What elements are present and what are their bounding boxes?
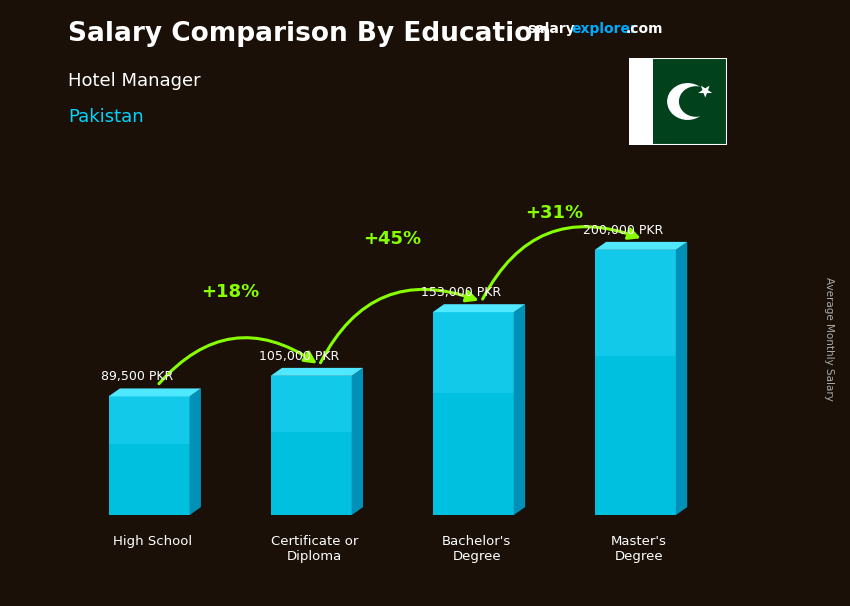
Polygon shape: [595, 250, 676, 356]
Polygon shape: [433, 312, 513, 515]
Bar: [629, 58, 654, 145]
Polygon shape: [676, 242, 687, 515]
Polygon shape: [109, 396, 190, 515]
Polygon shape: [352, 368, 363, 515]
Polygon shape: [595, 250, 676, 515]
Text: Master's
Degree: Master's Degree: [611, 535, 666, 563]
Text: +45%: +45%: [363, 230, 422, 248]
Text: salary: salary: [527, 22, 575, 36]
Text: High School: High School: [113, 535, 192, 548]
Polygon shape: [270, 376, 352, 431]
Polygon shape: [513, 304, 525, 515]
Text: .com: .com: [626, 22, 663, 36]
Text: explorer: explorer: [571, 22, 638, 36]
Polygon shape: [433, 304, 525, 312]
Circle shape: [667, 83, 708, 120]
Text: +18%: +18%: [201, 283, 259, 301]
Polygon shape: [270, 368, 363, 376]
Text: 105,000 PKR: 105,000 PKR: [259, 350, 339, 362]
Text: +31%: +31%: [525, 204, 583, 222]
Text: 89,500 PKR: 89,500 PKR: [101, 370, 173, 383]
Polygon shape: [270, 376, 352, 515]
Text: 200,000 PKR: 200,000 PKR: [583, 224, 663, 236]
Polygon shape: [698, 85, 712, 98]
Text: Average Monthly Salary: Average Monthly Salary: [824, 278, 834, 401]
Bar: [654, 58, 727, 145]
Text: Salary Comparison By Education: Salary Comparison By Education: [68, 21, 551, 47]
Polygon shape: [109, 388, 201, 396]
Polygon shape: [433, 312, 513, 393]
Polygon shape: [109, 396, 190, 444]
Polygon shape: [190, 388, 201, 515]
Polygon shape: [595, 242, 687, 250]
Text: 153,000 PKR: 153,000 PKR: [421, 286, 502, 299]
Text: Pakistan: Pakistan: [68, 108, 144, 126]
Text: Certificate or
Diploma: Certificate or Diploma: [271, 535, 358, 563]
Text: Bachelor's
Degree: Bachelor's Degree: [442, 535, 511, 563]
Text: Hotel Manager: Hotel Manager: [68, 72, 201, 90]
Circle shape: [679, 86, 713, 117]
